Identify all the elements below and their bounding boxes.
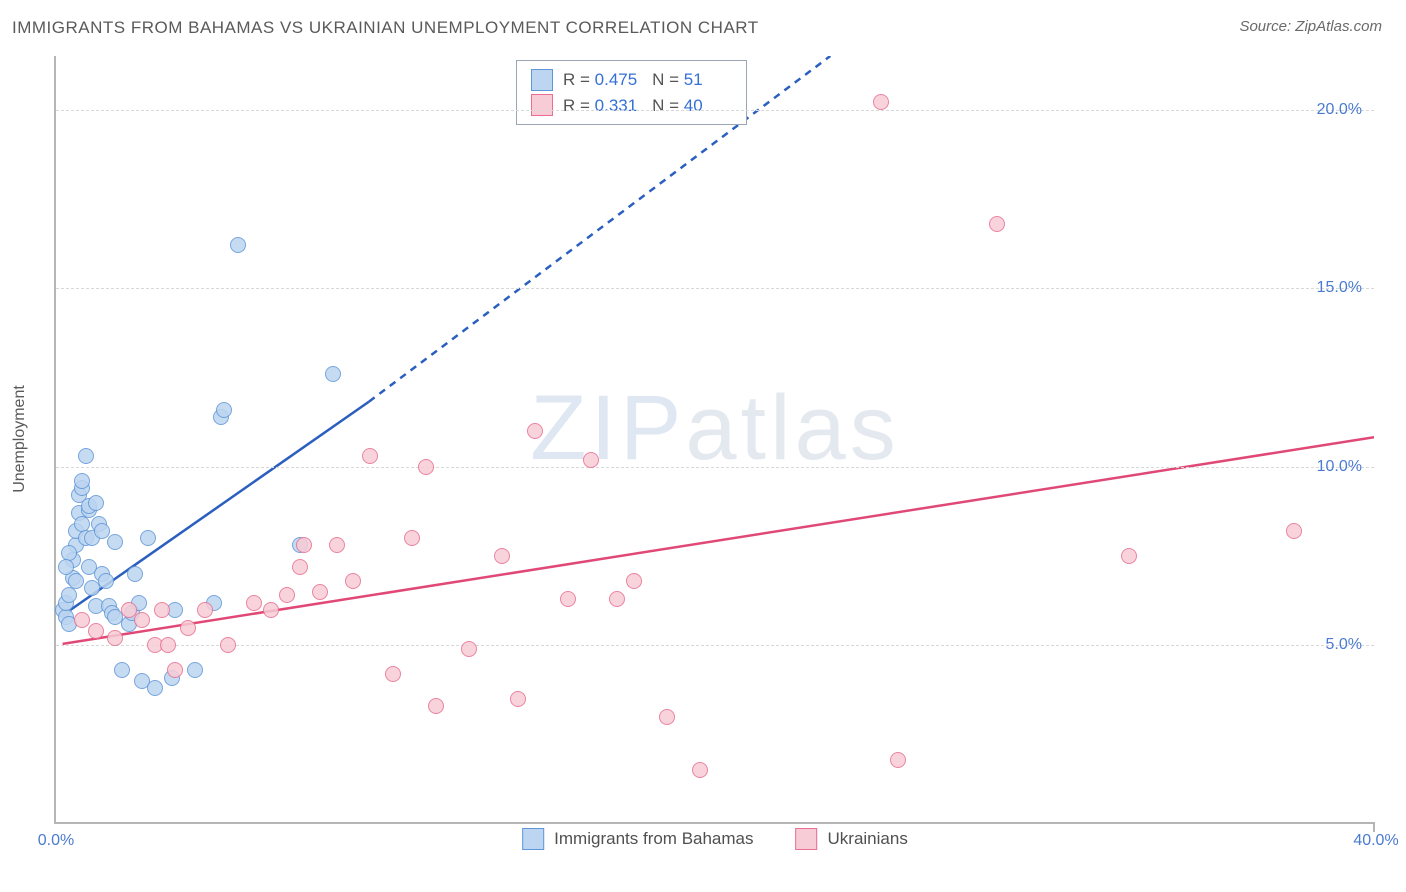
scatter-point-bahamas bbox=[147, 680, 163, 696]
scatter-point-ukrainians bbox=[461, 641, 477, 657]
stats-text: R = 0.331 N = 40 bbox=[563, 93, 732, 119]
scatter-point-ukrainians bbox=[692, 762, 708, 778]
scatter-point-ukrainians bbox=[220, 637, 236, 653]
y-tick-label: 5.0% bbox=[1326, 636, 1362, 654]
scatter-point-ukrainians bbox=[1286, 523, 1302, 539]
scatter-point-ukrainians bbox=[494, 548, 510, 564]
scatter-point-ukrainians bbox=[404, 530, 420, 546]
scatter-point-ukrainians bbox=[154, 602, 170, 618]
swatch-bahamas bbox=[531, 69, 553, 91]
scatter-point-ukrainians bbox=[263, 602, 279, 618]
scatter-point-ukrainians bbox=[890, 752, 906, 768]
legend-label: Ukrainians bbox=[828, 829, 908, 849]
scatter-point-bahamas bbox=[107, 534, 123, 550]
scatter-point-bahamas bbox=[88, 495, 104, 511]
scatter-point-ukrainians bbox=[167, 662, 183, 678]
watermark-atlas: atlas bbox=[685, 377, 899, 479]
scatter-point-ukrainians bbox=[873, 94, 889, 110]
x-tick-label: 0.0% bbox=[38, 832, 74, 850]
legend-item-ukrainians: Ukrainians bbox=[796, 828, 908, 850]
scatter-point-ukrainians bbox=[279, 587, 295, 603]
scatter-point-ukrainians bbox=[362, 448, 378, 464]
scatter-point-ukrainians bbox=[609, 591, 625, 607]
scatter-point-ukrainians bbox=[296, 537, 312, 553]
scatter-point-ukrainians bbox=[659, 709, 675, 725]
scatter-point-bahamas bbox=[187, 662, 203, 678]
scatter-point-ukrainians bbox=[583, 452, 599, 468]
scatter-point-bahamas bbox=[127, 566, 143, 582]
scatter-point-ukrainians bbox=[107, 630, 123, 646]
y-tick-label: 20.0% bbox=[1317, 101, 1362, 119]
chart-title: IMMIGRANTS FROM BAHAMAS VS UKRAINIAN UNE… bbox=[12, 18, 759, 38]
y-tick-label: 10.0% bbox=[1317, 458, 1362, 476]
scatter-point-ukrainians bbox=[246, 595, 262, 611]
gridline bbox=[56, 288, 1374, 289]
stats-row-bahamas: R = 0.475 N = 51 bbox=[531, 67, 732, 93]
scatter-point-ukrainians bbox=[428, 698, 444, 714]
scatter-point-ukrainians bbox=[527, 423, 543, 439]
scatter-point-bahamas bbox=[325, 366, 341, 382]
x-axis-right-tick bbox=[1372, 822, 1375, 832]
scatter-point-bahamas bbox=[74, 473, 90, 489]
stats-text: R = 0.475 N = 51 bbox=[563, 67, 732, 93]
scatter-point-bahamas bbox=[61, 587, 77, 603]
scatter-point-ukrainians bbox=[312, 584, 328, 600]
scatter-point-ukrainians bbox=[989, 216, 1005, 232]
scatter-point-ukrainians bbox=[560, 591, 576, 607]
scatter-point-ukrainians bbox=[510, 691, 526, 707]
scatter-point-ukrainians bbox=[626, 573, 642, 589]
legend-item-bahamas: Immigrants from Bahamas bbox=[522, 828, 753, 850]
trend-lines-svg bbox=[56, 56, 1374, 822]
scatter-point-bahamas bbox=[58, 559, 74, 575]
y-axis-label: Unemployment bbox=[11, 385, 29, 493]
scatter-point-bahamas bbox=[230, 237, 246, 253]
correlation-stats-box: R = 0.475 N = 51R = 0.331 N = 40 bbox=[516, 60, 747, 125]
scatter-point-ukrainians bbox=[160, 637, 176, 653]
gridline bbox=[56, 645, 1374, 646]
scatter-point-ukrainians bbox=[385, 666, 401, 682]
scatter-point-ukrainians bbox=[1121, 548, 1137, 564]
swatch-ukrainians bbox=[531, 94, 553, 116]
stats-row-ukrainians: R = 0.331 N = 40 bbox=[531, 93, 732, 119]
scatter-point-ukrainians bbox=[418, 459, 434, 475]
watermark-zip: ZIP bbox=[530, 377, 685, 479]
scatter-point-ukrainians bbox=[329, 537, 345, 553]
legend-label: Immigrants from Bahamas bbox=[554, 829, 753, 849]
x-tick-label: 40.0% bbox=[1353, 832, 1398, 850]
scatter-point-ukrainians bbox=[345, 573, 361, 589]
bottom-legend: Immigrants from Bahamas Ukrainians bbox=[522, 828, 908, 850]
scatter-point-bahamas bbox=[114, 662, 130, 678]
y-tick-label: 15.0% bbox=[1317, 279, 1362, 297]
gridline bbox=[56, 110, 1374, 111]
swatch-ukrainians bbox=[796, 828, 818, 850]
scatter-point-bahamas bbox=[94, 523, 110, 539]
scatter-point-bahamas bbox=[74, 516, 90, 532]
scatter-point-bahamas bbox=[68, 573, 84, 589]
plot-area: Unemployment ZIPatlas R = 0.475 N = 51R … bbox=[54, 56, 1374, 824]
scatter-point-bahamas bbox=[216, 402, 232, 418]
scatter-point-ukrainians bbox=[197, 602, 213, 618]
swatch-bahamas bbox=[522, 828, 544, 850]
source-attribution: Source: ZipAtlas.com bbox=[1239, 18, 1382, 35]
scatter-point-ukrainians bbox=[292, 559, 308, 575]
scatter-point-bahamas bbox=[98, 573, 114, 589]
scatter-point-ukrainians bbox=[88, 623, 104, 639]
gridline bbox=[56, 467, 1374, 468]
scatter-point-ukrainians bbox=[180, 620, 196, 636]
scatter-point-bahamas bbox=[78, 448, 94, 464]
scatter-point-bahamas bbox=[140, 530, 156, 546]
scatter-point-ukrainians bbox=[134, 612, 150, 628]
